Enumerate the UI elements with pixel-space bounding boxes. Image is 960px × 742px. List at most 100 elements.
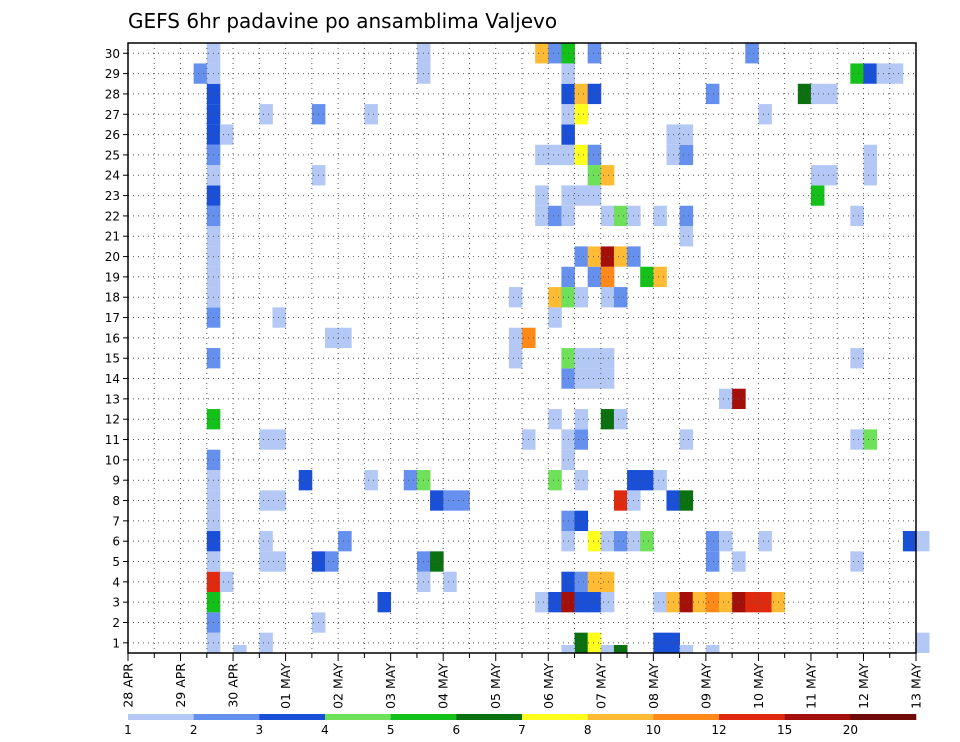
- heatmap-cell: [824, 165, 838, 186]
- heatmap-cell: [719, 531, 733, 552]
- heatmap-cell: [259, 632, 273, 653]
- colorbar-label: 10: [646, 723, 661, 737]
- heatmap-cell: [600, 592, 615, 613]
- colorbar-swatch: [850, 714, 917, 720]
- heatmap-cell: [574, 246, 589, 267]
- x-tick-label: 01 MAY: [278, 663, 293, 709]
- heatmap-cell: [574, 104, 589, 125]
- heatmap-cell: [600, 287, 615, 308]
- heatmap-cell: [574, 368, 589, 389]
- colorbar-swatch: [325, 714, 391, 720]
- heatmap-cell: [600, 205, 615, 227]
- heatmap-cell: [574, 510, 589, 532]
- x-tick-label: 28 APR: [121, 663, 136, 708]
- heatmap-cell: [613, 205, 628, 227]
- heatmap-cell: [810, 165, 825, 186]
- colorbar-swatch: [522, 714, 588, 720]
- heatmap-cell: [233, 645, 247, 653]
- colorbar-label: 5: [387, 723, 395, 737]
- heatmap-cell: [193, 63, 208, 84]
- heatmap-cell: [587, 43, 602, 64]
- heatmap-cell: [574, 409, 589, 430]
- y-tick-label: 15: [105, 352, 120, 366]
- colorbar-swatch: [587, 714, 654, 720]
- heatmap-cell: [758, 104, 772, 125]
- heatmap-cell: [745, 43, 759, 64]
- y-axis: 1234567891011121314151617181920212223242…: [105, 47, 128, 650]
- heatmap-cell: [574, 144, 589, 166]
- heatmap-cell: [548, 43, 562, 64]
- heatmap-cell: [364, 104, 378, 125]
- heatmap-cell: [758, 531, 772, 552]
- heatmap-cell: [745, 592, 759, 613]
- y-tick-label: 7: [112, 514, 120, 528]
- heatmap-cell: [916, 531, 930, 552]
- x-tick-label: 09 MAY: [698, 663, 713, 709]
- heatmap-cell: [548, 409, 562, 430]
- y-tick-label: 25: [105, 148, 120, 162]
- colorbar-label: 12: [711, 723, 726, 737]
- heatmap-cell: [613, 409, 628, 430]
- colorbar-swatch: [259, 714, 326, 720]
- y-tick-label: 1: [112, 636, 120, 650]
- heatmap-cell: [679, 205, 694, 227]
- heatmap-cell: [850, 63, 864, 84]
- colorbar-label: 20: [843, 723, 858, 737]
- heatmap-cell: [574, 571, 589, 593]
- colorbar-swatch: [390, 714, 457, 720]
- heatmap-cell: [863, 63, 877, 84]
- y-tick-label: 24: [105, 169, 120, 183]
- heatmap-cell: [679, 645, 694, 653]
- y-tick-label: 28: [105, 87, 120, 101]
- heatmap-cell: [259, 490, 273, 511]
- heatmap-cell: [587, 246, 602, 267]
- heatmap-cell: [587, 592, 602, 613]
- colorbar-swatch: [456, 714, 523, 720]
- y-tick-label: 6: [112, 535, 120, 549]
- heatmap-cell: [338, 531, 352, 552]
- heatmap-cell: [916, 632, 930, 653]
- heatmap-cell: [219, 571, 234, 593]
- heatmap-cell: [600, 645, 615, 653]
- heatmap-cell: [574, 348, 589, 369]
- heatmap-cell: [640, 266, 654, 288]
- heatmap-cell: [719, 592, 733, 613]
- heatmap-cell: [850, 551, 864, 572]
- heatmap-cell: [863, 429, 877, 450]
- heatmap-cell: [587, 531, 602, 552]
- heatmap-cell: [653, 470, 667, 491]
- x-tick-label: 30 APR: [226, 663, 241, 708]
- heatmap-cell: [548, 205, 562, 227]
- x-tick-label: 04 MAY: [436, 663, 451, 709]
- heatmap-cell: [587, 83, 602, 105]
- colorbar-label: 7: [518, 723, 526, 737]
- heatmap-cell: [548, 144, 562, 166]
- heatmap-cell: [653, 592, 667, 613]
- heatmap-cell: [587, 571, 602, 593]
- heatmap-cell: [548, 592, 562, 613]
- heatmap-cell: [863, 144, 877, 166]
- y-tick-label: 22: [105, 209, 120, 223]
- heatmap-cell: [653, 205, 667, 227]
- heatmap-cell: [719, 388, 733, 410]
- colorbar-swatch: [128, 714, 194, 720]
- heatmap-cell: [600, 165, 615, 186]
- colorbar-label: 6: [453, 723, 461, 737]
- colorbar-label: 8: [584, 723, 592, 737]
- y-tick-label: 29: [105, 67, 120, 81]
- colorbar-label: 3: [256, 723, 264, 737]
- heatmap-cell: [587, 185, 602, 206]
- heatmap-cell: [508, 287, 523, 308]
- heatmap-cell: [587, 144, 602, 166]
- heatmap-cell: [810, 185, 825, 206]
- heatmap-cell: [574, 592, 589, 613]
- heatmap-cell: [705, 551, 720, 572]
- y-tick-label: 10: [105, 453, 120, 467]
- heatmap-cell: [679, 592, 694, 613]
- heatmap-cell: [574, 632, 589, 653]
- y-tick-label: 30: [105, 47, 120, 61]
- heatmap-cell: [325, 551, 339, 572]
- y-tick-label: 8: [112, 494, 120, 508]
- x-axis: 28 APR 29 APR 30 APR 01 MAY 02 MAY 03 MAY 04 M…: [121, 653, 924, 709]
- heatmap-cell: [535, 144, 549, 166]
